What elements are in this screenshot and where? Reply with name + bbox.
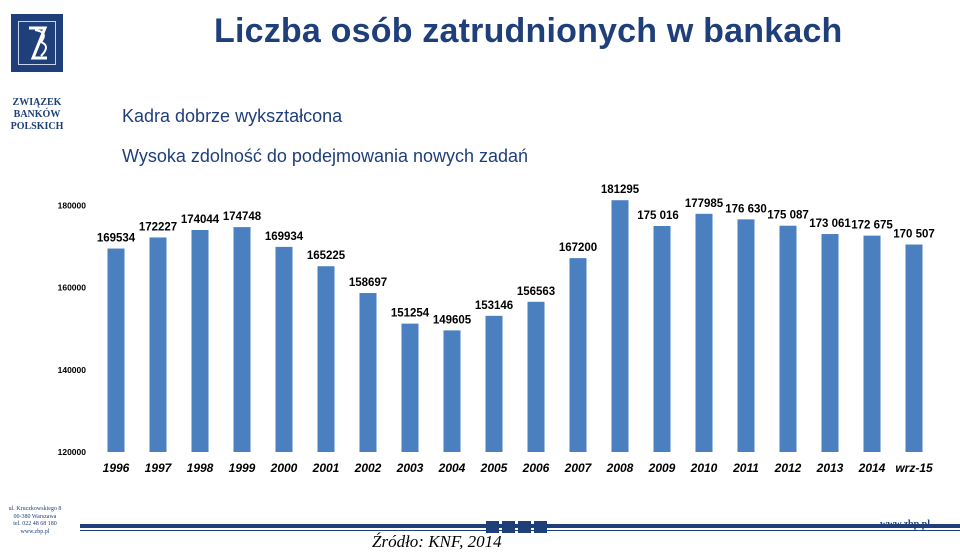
logo-line-1: ZWIĄZEK [12, 97, 62, 108]
bar-value-label: 172227 [139, 221, 177, 233]
address-line-4: www.zbp.pl [20, 528, 50, 535]
bar [191, 230, 209, 452]
bar-value-label: 174044 [181, 214, 220, 226]
x-tick-label: 2007 [564, 461, 593, 475]
bar-value-label: 149605 [433, 314, 472, 326]
footer-website: www.zbp.pl [879, 519, 930, 530]
x-tick-label: 2005 [480, 461, 508, 475]
bar [275, 246, 293, 452]
footer-address: ul. Kruczkowskiego 8 00-380 Warszawa tel… [0, 506, 70, 536]
x-tick-label: wrz-15 [895, 461, 933, 475]
x-tick-label: 2011 [732, 461, 759, 475]
bar-value-label: 175 087 [767, 210, 809, 222]
x-tick-label: 2014 [858, 461, 886, 475]
logo-emblem [11, 14, 63, 72]
x-tick-label: 2002 [354, 461, 382, 475]
bar-value-label: 181295 [601, 184, 640, 196]
footer-squares [486, 520, 550, 538]
x-tick-label: 2001 [312, 461, 340, 475]
x-tick-label: 1999 [229, 461, 256, 475]
bar [149, 237, 167, 452]
bar [485, 315, 503, 452]
logo-line-2: BANKÓW [13, 109, 61, 120]
footer-square [534, 521, 547, 533]
bar-value-label: 151254 [391, 308, 430, 320]
bar [233, 227, 251, 452]
bar [779, 225, 797, 452]
bar-value-label: 169934 [265, 231, 304, 243]
bar [653, 226, 671, 452]
bar [821, 234, 839, 452]
bar [863, 235, 881, 452]
x-tick-label: 2012 [774, 461, 802, 475]
bar [527, 301, 545, 452]
page-title: Liczba osób zatrudnionych w bankach [214, 12, 843, 50]
y-tick-label: 140000 [58, 365, 87, 375]
y-tick-label: 120000 [58, 447, 87, 457]
logo-mark-icon [29, 26, 48, 60]
bar-value-label: 176 630 [725, 203, 767, 215]
footer-square [502, 521, 515, 533]
x-tick-label: 2000 [270, 461, 298, 475]
bar-value-label: 170 507 [893, 229, 935, 241]
x-tick-label: 2009 [648, 461, 676, 475]
y-tick-label: 180000 [58, 201, 87, 211]
logo-wordmark: ZWIĄZEK BANKÓW POLSKICH [5, 97, 69, 133]
x-tick-label: 2006 [522, 461, 550, 475]
bar [401, 323, 419, 452]
bar [443, 330, 461, 452]
bullet-1: Kadra dobrze wykształcona [122, 106, 343, 126]
x-tick-label: 1997 [145, 461, 173, 475]
bar [905, 244, 923, 452]
x-tick-label: 1996 [103, 461, 130, 475]
x-tick-label: 2008 [606, 461, 634, 475]
bar [359, 293, 377, 452]
address-line-3: tel. 022 48 68 180 [13, 521, 57, 527]
bar-value-label: 158697 [349, 277, 387, 289]
bar [569, 258, 587, 452]
x-tick-label: 2013 [816, 461, 844, 475]
address-line-2: 00-380 Warszawa [13, 513, 57, 520]
bar [695, 213, 713, 452]
bar-value-label: 153146 [475, 300, 513, 312]
x-tick-label: 2003 [396, 461, 424, 475]
bar [107, 248, 125, 452]
bar [737, 219, 755, 452]
bar-value-label: 177985 [685, 198, 724, 210]
source-note: Źródło: KNF, 2014 [372, 532, 502, 551]
bar-value-label: 175 016 [637, 210, 679, 222]
bar [611, 200, 629, 452]
x-tick-label: 2004 [438, 461, 466, 475]
y-tick-label: 160000 [58, 283, 87, 293]
bar-value-label: 156563 [517, 286, 555, 298]
logo-line-3: POLSKICH [10, 121, 64, 132]
bar-value-label: 173 061 [809, 218, 851, 230]
bar-value-label: 167200 [559, 242, 597, 254]
x-tick-label: 2010 [690, 461, 718, 475]
bar-value-label: 165225 [307, 250, 346, 262]
bullet-2: Wysoka zdolność do podejmowania nowych z… [122, 146, 529, 166]
footer-square [518, 521, 531, 533]
bar [317, 266, 335, 452]
bar-value-label: 174748 [223, 211, 262, 223]
footer-square [486, 521, 499, 533]
x-tick-label: 1998 [187, 461, 214, 475]
bar-value-label: 169534 [97, 233, 136, 245]
address-line-1: ul. Kruczkowskiego 8 [8, 506, 62, 512]
bar-value-label: 172 675 [851, 220, 893, 232]
logo-frame [18, 21, 56, 65]
